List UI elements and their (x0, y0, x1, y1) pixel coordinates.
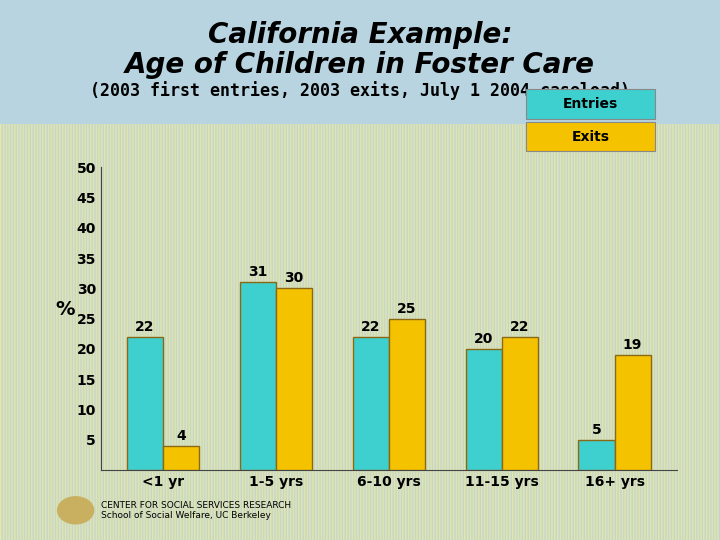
Y-axis label: %: % (55, 300, 75, 319)
Text: Age of Children in Foster Care: Age of Children in Foster Care (125, 51, 595, 79)
Bar (389, 319, 425, 470)
Text: California Example:: California Example: (208, 21, 512, 49)
Text: 30: 30 (284, 271, 304, 285)
Text: 22: 22 (135, 320, 155, 334)
Bar (240, 282, 276, 470)
Text: 19: 19 (623, 338, 642, 352)
Bar (163, 446, 199, 470)
Text: 31: 31 (248, 265, 268, 279)
Bar (276, 288, 312, 470)
Text: Entries: Entries (563, 97, 618, 111)
Bar (127, 337, 163, 470)
Bar (466, 349, 502, 470)
Bar (353, 337, 389, 470)
Text: 25: 25 (397, 301, 417, 315)
Text: Exits: Exits (572, 130, 609, 144)
Text: 5: 5 (592, 422, 601, 436)
Bar (502, 337, 538, 470)
Text: 22: 22 (361, 320, 380, 334)
Bar (614, 355, 651, 470)
Text: 20: 20 (474, 332, 493, 346)
Text: 4: 4 (176, 429, 186, 443)
Bar (578, 440, 614, 470)
Text: CENTER FOR SOCIAL SERVICES RESEARCH
School of Social Welfare, UC Berkeley: CENTER FOR SOCIAL SERVICES RESEARCH Scho… (101, 501, 291, 520)
Text: 22: 22 (510, 320, 529, 334)
Text: (2003 first entries, 2003 exits, July 1 2004 caseload): (2003 first entries, 2003 exits, July 1 … (90, 81, 630, 100)
